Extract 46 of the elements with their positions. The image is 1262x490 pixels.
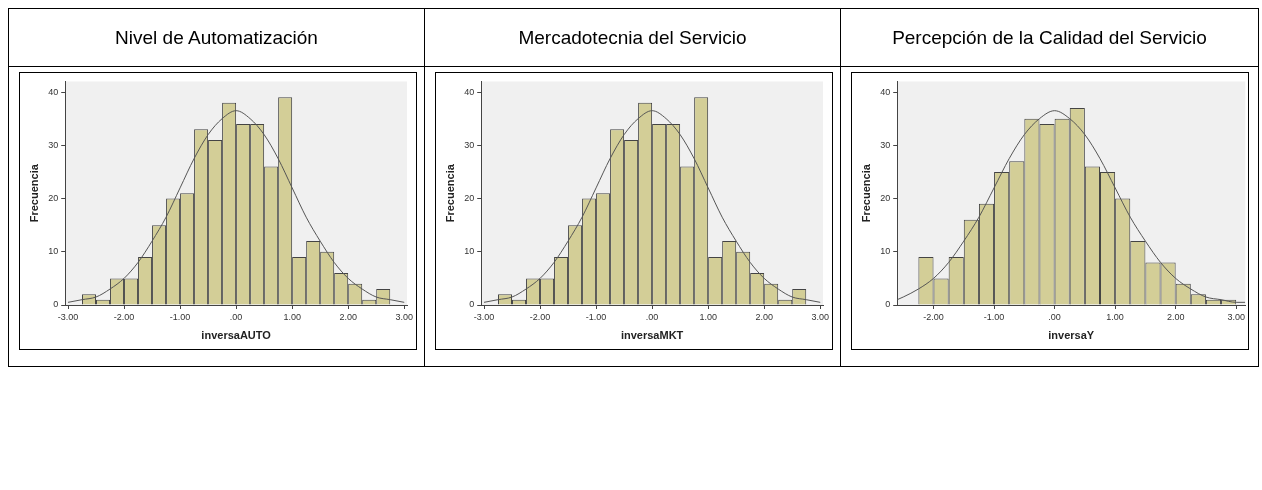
- y-axis-title: Frecuencia: [859, 163, 872, 223]
- x-tick-label: 1.00: [283, 311, 301, 322]
- y-axis-title: Frecuencia: [443, 163, 456, 223]
- y-tick-label: 0: [885, 299, 891, 310]
- x-tick-label: 1.00: [1106, 311, 1124, 322]
- x-tick-label: .00: [645, 311, 659, 322]
- y-tick-label: 40: [464, 86, 475, 97]
- y-tick-label: 30: [464, 139, 475, 150]
- x-tick-label: 2.00: [755, 311, 773, 322]
- y-tick-label: 20: [880, 193, 891, 204]
- y-tick-label: 30: [48, 139, 59, 150]
- x-tick-label: -1.00: [585, 311, 607, 322]
- x-tick-label: -2.00: [113, 311, 135, 322]
- y-tick-label: 0: [469, 299, 475, 310]
- chart-title: Nivel de Automatización: [8, 8, 425, 67]
- x-tick-label: -3.00: [473, 311, 495, 322]
- y-tick-label: 40: [48, 86, 59, 97]
- chart-title: Percepción de la Calidad del Servicio: [840, 8, 1259, 67]
- line-series: [483, 110, 821, 303]
- y-tick-label: 10: [48, 246, 59, 257]
- x-axis-title: inversaY: [1048, 329, 1095, 342]
- x-tick-label: 3.00: [1227, 311, 1245, 322]
- x-tick-label: -2.00: [529, 311, 551, 322]
- x-tick-label: -3.00: [57, 311, 79, 322]
- x-tick-label: 2.00: [1166, 311, 1185, 322]
- x-tick-label: 2.00: [339, 311, 357, 322]
- x-tick-label: 1.00: [699, 311, 717, 322]
- line-series: [67, 110, 405, 303]
- x-tick-label: -1.00: [169, 311, 191, 322]
- x-tick-label: .00: [1048, 311, 1061, 322]
- y-tick-label: 30: [880, 139, 891, 150]
- y-axis-title: Frecuencia: [27, 163, 40, 223]
- y-tick-label: 40: [880, 86, 891, 97]
- y-tick-label: 20: [464, 193, 475, 204]
- x-tick-label: -1.00: [983, 311, 1005, 322]
- x-axis-title: inversaAUTO: [201, 329, 272, 342]
- chart-title: Mercadotecnia del Servicio: [424, 8, 841, 67]
- x-tick-label: 3.00: [811, 311, 829, 322]
- x-tick-label: -2.00: [923, 311, 944, 322]
- y-tick-label: 20: [48, 193, 59, 204]
- y-tick-label: 0: [53, 299, 59, 310]
- x-axis-title: inversaMKT: [620, 329, 684, 342]
- x-tick-label: .00: [229, 311, 243, 322]
- y-tick-label: 10: [880, 246, 891, 257]
- y-tick-label: 10: [464, 246, 475, 257]
- x-tick-label: 3.00: [395, 311, 413, 322]
